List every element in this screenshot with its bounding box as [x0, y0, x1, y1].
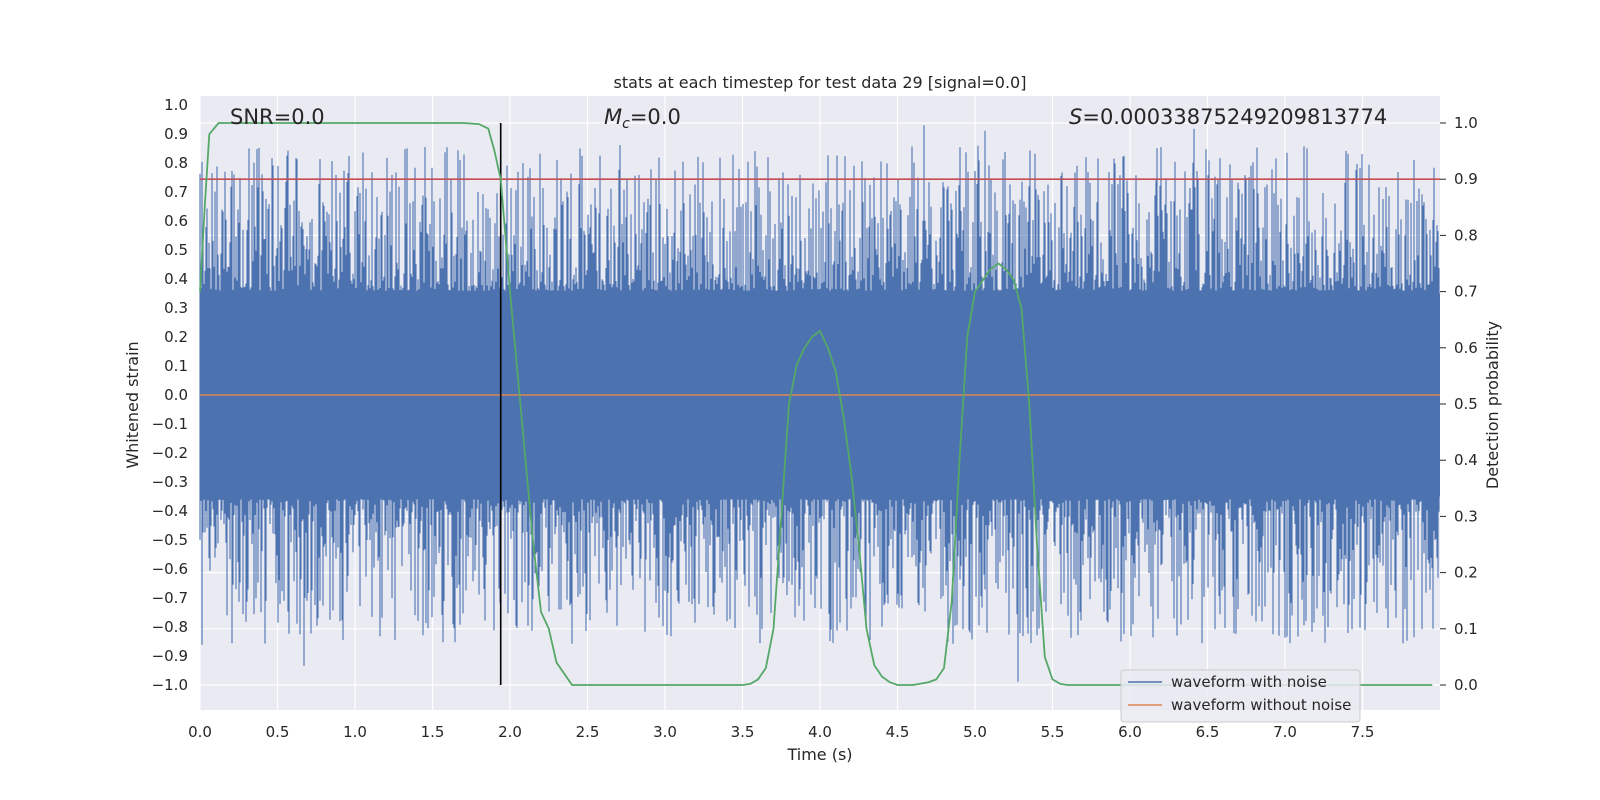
- y-tick-label-right: 0.6: [1454, 339, 1478, 357]
- annotation-s: S=0.00033875249209813774: [1069, 105, 1387, 129]
- lines: [199, 122, 1440, 686]
- y-tick-label-left: 0.0: [164, 386, 188, 404]
- y-tick-label-left: −0.8: [152, 618, 188, 636]
- legend-label-noise: waveform with noise: [1171, 673, 1327, 691]
- y-tick-label-left: −0.1: [152, 415, 188, 433]
- y-tick-label-right: 0.3: [1454, 507, 1478, 525]
- x-tick-label: 4.0: [808, 723, 832, 741]
- y-tick-label-right: 0.1: [1454, 620, 1478, 638]
- x-tick-label: 7.5: [1351, 723, 1375, 741]
- annotation-snr: SNR=0.0: [230, 105, 325, 129]
- x-ticks: 0.0 0.5 1.0 1.5 2.0 2.5 3.0 3.5 4.0 4.5 5.0 5.5 6.0 6…: [188, 723, 1374, 741]
- y-ticks-left: 1.0 0.9 0.8 0.7 0.6 0.5 0.4 0.3 0.2 0.1 0.0 −0.1 −0.…: [152, 96, 188, 694]
- y-tick-label-right: 0.2: [1454, 564, 1478, 582]
- x-tick-label: 0.5: [266, 723, 290, 741]
- x-tick-label: 5.0: [963, 723, 987, 741]
- detection-probability-line: [199, 122, 1433, 686]
- y-axis-title-right: Detection probability: [1483, 321, 1502, 489]
- y-tick-label-left: 0.2: [164, 328, 188, 346]
- x-tick-label: 1.5: [421, 723, 445, 741]
- y-tick-label-right: 1.0: [1454, 114, 1478, 132]
- y-tick-label-left: 0.5: [164, 241, 188, 259]
- chart-title: stats at each timestep for test data 29 …: [614, 73, 1027, 92]
- y-tick-label-left: −0.4: [152, 502, 188, 520]
- x-tick-label: 0.0: [188, 723, 212, 741]
- y-tick-label-left: 0.7: [164, 183, 188, 201]
- y-tick-label-left: 0.3: [164, 299, 188, 317]
- y-axis-title-left: Whitened strain: [123, 341, 142, 468]
- y-tick-label-left: −0.5: [152, 531, 188, 549]
- x-tick-label: 2.0: [498, 723, 522, 741]
- y-tick-label-left: 0.8: [164, 154, 188, 172]
- x-tick-label: 7.0: [1273, 723, 1297, 741]
- y-tick-label-left: 0.1: [164, 357, 188, 375]
- x-tick-label: 3.0: [653, 723, 677, 741]
- y-tick-label-right: 0.0: [1454, 676, 1478, 694]
- y-tick-label-left: 1.0: [164, 96, 188, 114]
- annotation-mc-value: =0.0: [630, 105, 681, 129]
- y-tick-label-right: 0.4: [1454, 451, 1478, 469]
- y-tick-label-right: 0.9: [1454, 170, 1478, 188]
- x-tick-label: 6.5: [1196, 723, 1220, 741]
- annotation-mc: Mc=0.0: [604, 105, 681, 132]
- annotation-s-symbol: S: [1069, 105, 1082, 129]
- y-tick-label-left: −0.3: [152, 473, 188, 491]
- y-tick-label-left: −0.6: [152, 560, 188, 578]
- x-axis-title: Time (s): [786, 745, 852, 764]
- annotation-mc-sub: c: [622, 116, 630, 132]
- legend-label-clean: waveform without noise: [1171, 696, 1351, 714]
- annotation-s-value: =0.00033875249209813774: [1082, 105, 1387, 129]
- x-tick-label: 5.5: [1041, 723, 1065, 741]
- x-tick-label: 6.0: [1118, 723, 1142, 741]
- y-tick-label-right: 0.8: [1454, 226, 1478, 244]
- y-tick-label-left: −0.2: [152, 444, 188, 462]
- x-tick-label: 3.5: [731, 723, 755, 741]
- x-tick-label: 1.0: [343, 723, 367, 741]
- legend-box: [1120, 669, 1361, 723]
- waveform-with-noise-line: [199, 125, 1440, 682]
- y-tick-label-left: −0.9: [152, 647, 188, 665]
- x-tick-label: 2.5: [576, 723, 600, 741]
- x-tick-label: 4.5: [886, 723, 910, 741]
- y-tick-label-left: 0.6: [164, 212, 188, 230]
- y-tick-label-left: 0.4: [164, 270, 188, 288]
- y-tick-label-right: 0.7: [1454, 283, 1478, 301]
- legend: waveform with noise waveform without noi…: [1120, 669, 1361, 723]
- y-ticks-right: 1.0 0.9 0.8 0.7 0.6 0.5 0.4 0.3 0.2 0.1 0.0: [1440, 114, 1478, 694]
- y-tick-label-left: −0.7: [152, 589, 188, 607]
- y-tick-label-right: 0.5: [1454, 395, 1478, 413]
- y-tick-label-left: 0.9: [164, 125, 188, 143]
- annotation-mc-symbol: M: [604, 105, 622, 129]
- y-tick-label-left: −1.0: [152, 676, 188, 694]
